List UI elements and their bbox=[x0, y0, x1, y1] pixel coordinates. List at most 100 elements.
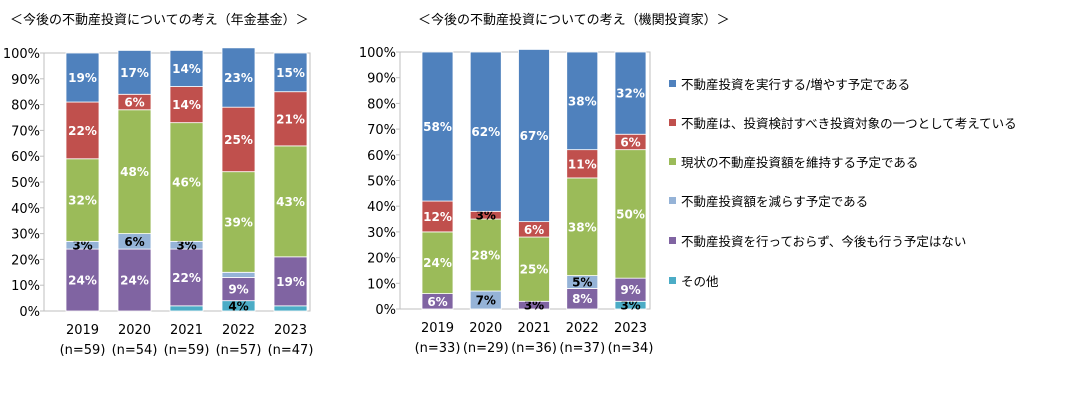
x-sample-size-label: (n=54) bbox=[112, 343, 158, 358]
legend-swatch bbox=[669, 277, 676, 284]
x-category-label: 2022 bbox=[566, 321, 599, 336]
data-label: 67% bbox=[520, 129, 549, 143]
data-label: 12% bbox=[423, 210, 452, 224]
x-sample-size-label: (n=29) bbox=[463, 341, 509, 356]
data-label: 22% bbox=[68, 124, 97, 138]
bar-segment bbox=[614, 51, 647, 135]
bar-segment bbox=[566, 51, 599, 151]
bar-segment bbox=[221, 106, 256, 173]
legend-label: 不動産投資額を減らす予定である bbox=[681, 194, 868, 209]
x-category-label: 2019 bbox=[421, 321, 454, 336]
y-tick-label: 70% bbox=[11, 124, 40, 139]
data-label: 25% bbox=[520, 263, 549, 277]
x-category-label: 2022 bbox=[222, 323, 255, 338]
bar-segment bbox=[117, 109, 152, 234]
data-label: 5% bbox=[572, 276, 592, 290]
y-tick-label: 30% bbox=[11, 228, 40, 243]
data-label: 15% bbox=[276, 66, 305, 80]
data-label: 38% bbox=[568, 94, 597, 108]
y-tick-label: 0% bbox=[375, 303, 396, 318]
x-sample-size-label: (n=59) bbox=[164, 343, 210, 358]
x-sample-size-label: (n=37) bbox=[559, 341, 605, 356]
y-tick-label: 10% bbox=[367, 277, 396, 292]
data-label: 22% bbox=[172, 271, 201, 285]
data-label: 3% bbox=[176, 239, 196, 253]
data-label: 6% bbox=[620, 135, 640, 149]
data-label: 19% bbox=[68, 71, 97, 85]
bar-segment bbox=[65, 248, 100, 312]
legend-label: 不動産投資を行っておらず、今後も行う予定はない bbox=[681, 234, 966, 249]
y-tick-label: 50% bbox=[11, 176, 40, 191]
legend-label: 不動産投資を実行する/増やす予定である bbox=[681, 77, 910, 92]
data-label: 24% bbox=[423, 256, 452, 270]
data-label: 58% bbox=[423, 120, 452, 134]
bar-segment bbox=[421, 231, 454, 294]
legend-label: 現状の不動産投資額を維持する予定である bbox=[681, 155, 918, 170]
y-tick-label: 60% bbox=[11, 150, 40, 165]
data-label: 3% bbox=[476, 209, 496, 223]
y-tick-label: 30% bbox=[367, 226, 396, 241]
x-sample-size-label: (n=33) bbox=[415, 341, 461, 356]
y-tick-label: 90% bbox=[11, 73, 40, 88]
chart-title: ＜今後の不動産投資についての考え（機関投資家）＞ bbox=[418, 12, 730, 28]
x-sample-size-label: (n=36) bbox=[511, 341, 557, 356]
y-tick-label: 10% bbox=[11, 279, 40, 294]
data-label: 21% bbox=[276, 112, 305, 126]
legend: 不動産投資を実行する/増やす予定である不動産は、投資検討すべき投資対象の一つとし… bbox=[669, 77, 1017, 289]
data-label: 24% bbox=[120, 274, 149, 288]
bar-segment bbox=[221, 47, 256, 108]
data-label: 43% bbox=[276, 195, 305, 209]
bar-segment bbox=[221, 271, 256, 278]
data-label: 14% bbox=[172, 62, 201, 76]
data-label: 48% bbox=[120, 165, 149, 179]
legend-swatch bbox=[669, 158, 676, 165]
bar-segment bbox=[221, 171, 256, 273]
data-label: 6% bbox=[124, 96, 144, 110]
bar-segment bbox=[117, 248, 152, 312]
legend-label: その他 bbox=[681, 274, 719, 289]
bar-segment bbox=[273, 305, 308, 312]
data-label: 8% bbox=[572, 292, 592, 306]
x-category-label: 2019 bbox=[66, 323, 99, 338]
bar-segment bbox=[421, 51, 454, 202]
legend-swatch bbox=[669, 237, 676, 244]
x-sample-size-label: (n=59) bbox=[60, 343, 106, 358]
bar-segment bbox=[169, 86, 204, 124]
data-label: 11% bbox=[568, 157, 597, 171]
y-tick-label: 60% bbox=[367, 149, 396, 164]
bar-segment bbox=[65, 158, 100, 242]
data-label: 9% bbox=[620, 283, 640, 297]
data-label: 32% bbox=[68, 194, 97, 208]
y-tick-label: 80% bbox=[11, 99, 40, 114]
bar-segment bbox=[421, 200, 454, 233]
data-label: 39% bbox=[224, 215, 253, 229]
bar-segment bbox=[469, 51, 502, 212]
x-category-label: 2020 bbox=[118, 323, 151, 338]
x-category-label: 2023 bbox=[614, 321, 647, 336]
data-label: 28% bbox=[471, 249, 500, 263]
data-label: 24% bbox=[68, 274, 97, 288]
x-sample-size-label: (n=57) bbox=[216, 343, 262, 358]
data-label: 6% bbox=[524, 223, 544, 237]
bar-segment bbox=[169, 50, 204, 87]
x-category-label: 2020 bbox=[469, 321, 502, 336]
x-sample-size-label: (n=47) bbox=[268, 343, 314, 358]
bar-segment bbox=[65, 52, 100, 103]
chart-2: ＜今後の不動産投資についての考え（機関投資家）＞ 0% 10% 20% 30% 40% 50… bbox=[359, 12, 730, 356]
data-label: 38% bbox=[568, 220, 597, 234]
y-tick-label: 80% bbox=[367, 97, 396, 112]
y-tick-label: 0% bbox=[19, 305, 40, 320]
bar-segment bbox=[518, 49, 550, 223]
x-sample-size-label: (n=34) bbox=[608, 341, 654, 356]
bar-segment bbox=[469, 218, 502, 292]
data-label: 32% bbox=[616, 87, 645, 101]
chart-1: ＜今後の不動産投資についての考え（年金基金）＞ 0% 10% 20% 30% 40% 50%… bbox=[3, 12, 314, 358]
y-tick-label: 20% bbox=[367, 252, 396, 267]
data-label: 9% bbox=[228, 283, 248, 297]
bar-segment bbox=[566, 177, 599, 276]
data-label: 46% bbox=[172, 176, 201, 190]
x-category-label: 2021 bbox=[170, 323, 203, 338]
bar-segment bbox=[273, 256, 308, 307]
